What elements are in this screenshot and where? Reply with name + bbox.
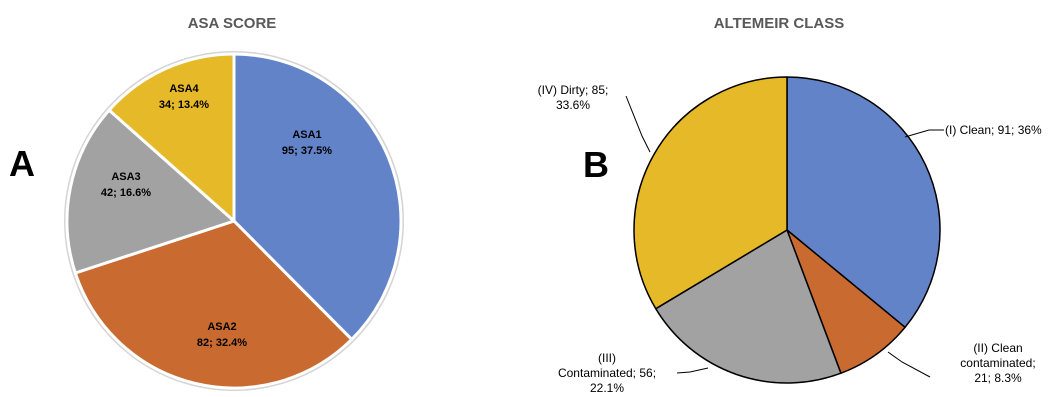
leader-line-contaminated — [676, 367, 709, 374]
pie-chart-asa-score — [64, 51, 404, 391]
pie-slice-asa4 — [107, 52, 236, 223]
slice-label-dirty-line-1: (IV) Dirty; 85; — [538, 83, 609, 97]
slice-label-asa1-name: ASA1 — [292, 129, 321, 141]
pie-slice-asa2 — [73, 219, 354, 390]
slice-label-clean-contaminated-line-2: contaminated; — [960, 356, 1035, 370]
pie-slice-asa1 — [232, 52, 403, 341]
leader-line-clean-contaminated — [887, 351, 931, 378]
pie-slice-i-clean — [786, 76, 941, 329]
slice-label-asa2-value: 82; 32.4% — [197, 337, 247, 349]
slice-label-asa3-value: 42; 16.6% — [101, 187, 151, 199]
chart-b-title: ALTEMEIR CLASS — [714, 15, 845, 32]
pie-outline — [64, 51, 404, 391]
panel-letter-b: B — [583, 144, 609, 185]
panel-letter-a: A — [9, 143, 35, 184]
slice-label-asa4-name: ASA4 — [169, 83, 199, 95]
pie-slice-iv-dirty — [633, 76, 788, 310]
slice-label-asa4-value: 34; 13.4% — [159, 99, 209, 111]
slice-label-asa1-value: 95; 37.5% — [282, 145, 332, 157]
slice-label-asa3-name: ASA3 — [111, 171, 140, 183]
pie-slice-iii-contaminated — [655, 229, 842, 384]
pie-slice-asa3 — [65, 108, 236, 275]
pie-chart-altemeir-class — [633, 76, 941, 384]
slice-label-dirty-line-2: 33.6% — [556, 98, 590, 112]
slice-label-contaminated-line-3: 22.1% — [590, 381, 624, 395]
slice-label-clean-line-1: (I) Clean; 91; 36% — [945, 123, 1042, 137]
slice-label-asa2-name: ASA2 — [207, 321, 236, 333]
pie-labels-altemeir-class: (I) Clean; 91; 36% (II) Clean contaminat… — [538, 83, 1042, 395]
leader-line-dirty — [625, 95, 651, 153]
slice-label-contaminated-line-1: (III) — [598, 351, 616, 365]
slice-label-clean-contaminated-line-1: (II) Clean — [973, 341, 1022, 355]
chart-a-title: ASA SCORE — [188, 15, 277, 32]
slice-label-contaminated-line-2: Contaminated; 56; — [558, 366, 656, 380]
leader-line-clean — [904, 129, 944, 138]
pie-labels-asa-score: ASA1 95; 37.5% ASA2 82; 32.4% ASA3 42; 1… — [101, 83, 332, 349]
slice-label-clean-contaminated-line-3: 21; 8.3% — [974, 371, 1022, 385]
leader-lines-altemeir-class — [625, 95, 944, 378]
